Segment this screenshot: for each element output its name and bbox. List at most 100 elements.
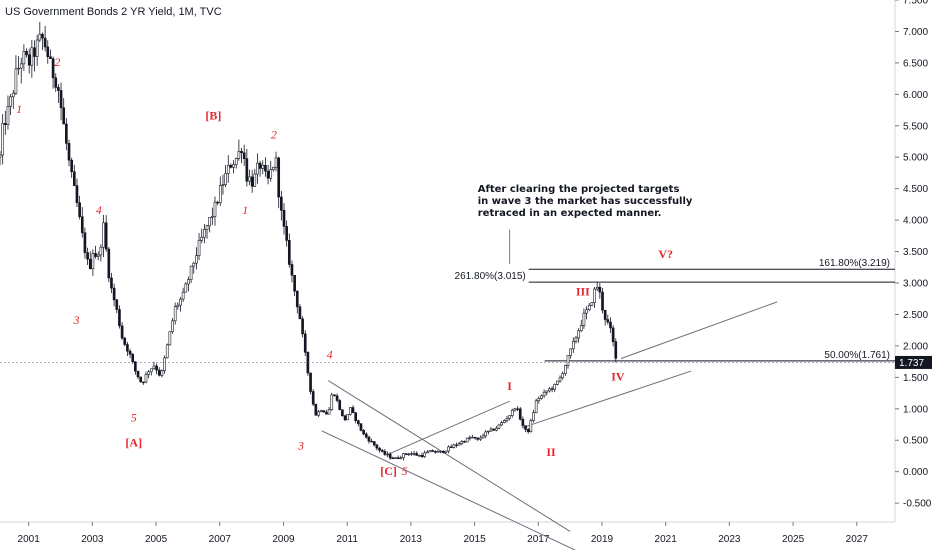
candle-body <box>49 56 52 59</box>
candle-body <box>564 365 567 374</box>
candle-body <box>46 46 50 58</box>
candle-body <box>516 408 519 410</box>
candle-body <box>211 215 214 218</box>
candle-body <box>112 287 116 301</box>
candle-body <box>287 240 291 265</box>
candle-body <box>205 225 209 230</box>
candle-body <box>277 157 281 198</box>
candle-body <box>200 236 204 241</box>
wave-label: [A] <box>125 436 142 450</box>
candle-body <box>237 150 241 159</box>
candle-body <box>548 388 551 392</box>
candle-body <box>550 388 554 390</box>
candle-body <box>152 365 156 370</box>
candle-body <box>502 420 506 423</box>
wave-label: IV <box>611 369 625 383</box>
candle-body <box>471 436 474 439</box>
candle-body <box>157 369 161 376</box>
candle-body <box>534 400 538 413</box>
wave-label: 5 <box>402 464 408 478</box>
time-axis[interactable]: 2001 2003 2005 2007 2009 2011 2013 2015 2017 2019… <box>18 522 869 545</box>
candle-body <box>298 306 302 320</box>
price-tick-label: 2.000 <box>903 341 928 352</box>
trendlines <box>321 301 778 550</box>
wave-label: 4 <box>327 347 333 361</box>
time-tick-label: 2013 <box>400 534 423 545</box>
candle-body <box>216 201 219 204</box>
candle-body <box>418 455 421 457</box>
time-tick-label: 2003 <box>81 534 104 545</box>
time-tick-label: 2005 <box>145 534 168 545</box>
candle-body <box>203 229 206 238</box>
candle-body <box>561 373 565 379</box>
candle-body <box>160 370 164 376</box>
candle-body <box>603 309 607 320</box>
candle-body <box>144 374 148 383</box>
candle-body <box>51 58 55 79</box>
price-tick-label: 3.000 <box>903 279 928 290</box>
candle-body <box>370 440 373 443</box>
wave-label: 2 <box>271 127 277 141</box>
current-price-marker: 1.737 <box>0 355 932 369</box>
candle-body <box>293 274 296 292</box>
candle-body <box>476 437 480 440</box>
candle-body <box>38 33 42 41</box>
candle-body <box>176 304 180 308</box>
candle-body <box>426 451 429 454</box>
candle-body <box>136 370 140 378</box>
candle-body <box>22 50 26 65</box>
candle-body <box>35 39 39 57</box>
candle-body <box>11 92 15 98</box>
candle-body <box>67 143 71 161</box>
candle-body <box>163 357 166 371</box>
price-axis[interactable]: 7.500 7.000 6.500 6.000 5.500 5.000 4.500 4.000… <box>895 0 932 510</box>
candle-body <box>380 449 384 452</box>
candle-body <box>6 106 10 125</box>
candle-body <box>155 365 158 371</box>
candle-body <box>75 185 79 204</box>
candle-body <box>57 87 60 91</box>
candle-body <box>104 222 108 250</box>
time-tick-label: 2017 <box>527 534 550 545</box>
candle-body <box>165 344 169 359</box>
candle-body <box>80 216 84 234</box>
candle-body <box>123 337 127 345</box>
candle-body <box>0 154 2 158</box>
candle-body <box>96 254 100 257</box>
price-tick-label: 0.500 <box>903 436 928 447</box>
candle-body <box>197 239 201 256</box>
annotation-line: After clearing the projected targets <box>478 184 680 195</box>
trendline <box>327 380 571 532</box>
candle-body <box>495 428 498 431</box>
candle-body <box>99 246 103 256</box>
candle-body <box>558 377 562 382</box>
candle-body <box>351 407 355 413</box>
candle-body <box>19 63 23 69</box>
candle-body <box>171 320 174 332</box>
candle-body <box>410 453 413 455</box>
candle-body <box>611 327 615 343</box>
candle-body <box>428 450 432 453</box>
candle-body <box>248 176 251 182</box>
candle-body <box>272 166 275 170</box>
wave-label: 4 <box>96 203 102 217</box>
candle-body <box>208 217 212 227</box>
candle-body <box>9 96 12 107</box>
candle-body <box>110 277 113 289</box>
wave-label: [B] <box>205 108 221 122</box>
candle-body <box>362 430 365 435</box>
candle-body <box>359 423 363 431</box>
candle-body <box>444 450 448 453</box>
candle-body <box>250 176 254 187</box>
candle-body <box>463 441 466 443</box>
price-tick-label: 6.500 <box>903 58 928 69</box>
candle-body <box>364 433 368 438</box>
candle-body <box>601 291 604 311</box>
candle-body <box>280 196 283 211</box>
candle-body <box>333 394 336 397</box>
candle-body <box>375 444 379 449</box>
candle-body <box>102 222 105 248</box>
price-tick-label: 1.500 <box>903 373 928 384</box>
